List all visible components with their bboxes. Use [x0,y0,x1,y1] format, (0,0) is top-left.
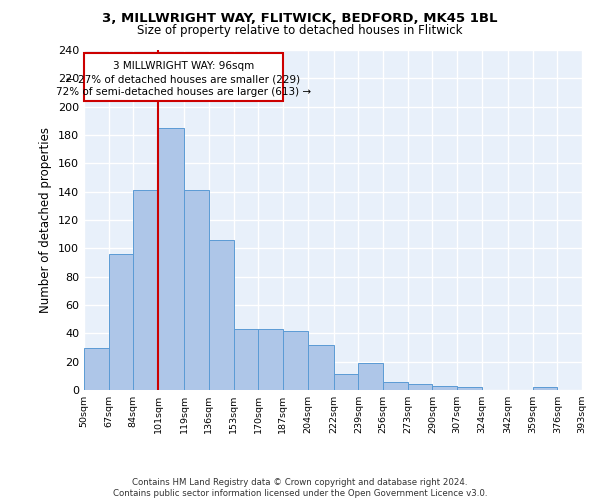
Bar [233,329,258,390]
Text: 3, MILLWRIGHT WAY, FLITWICK, BEDFORD, MK45 1BL: 3, MILLWRIGHT WAY, FLITWICK, BEDFORD, MK… [102,12,498,26]
Bar [133,190,158,390]
Text: ← 27% of detached houses are smaller (229): ← 27% of detached houses are smaller (22… [67,74,301,85]
Bar [457,387,482,390]
Bar [533,387,557,390]
Bar [283,330,308,390]
Y-axis label: Number of detached properties: Number of detached properties [40,127,52,313]
Bar [334,374,358,390]
Bar [433,386,457,390]
Bar [158,128,184,390]
Text: Size of property relative to detached houses in Flitwick: Size of property relative to detached ho… [137,24,463,37]
Bar [383,382,408,390]
Text: 3 MILLWRIGHT WAY: 96sqm: 3 MILLWRIGHT WAY: 96sqm [113,62,254,72]
Bar [308,344,334,390]
Text: Contains HM Land Registry data © Crown copyright and database right 2024.
Contai: Contains HM Land Registry data © Crown c… [113,478,487,498]
Bar [184,190,209,390]
Bar [258,329,283,390]
Text: 72% of semi-detached houses are larger (613) →: 72% of semi-detached houses are larger (… [56,88,311,98]
Bar [84,348,109,390]
FancyBboxPatch shape [84,53,283,101]
Bar [209,240,233,390]
Bar [109,254,133,390]
Bar [358,363,383,390]
Bar [408,384,433,390]
